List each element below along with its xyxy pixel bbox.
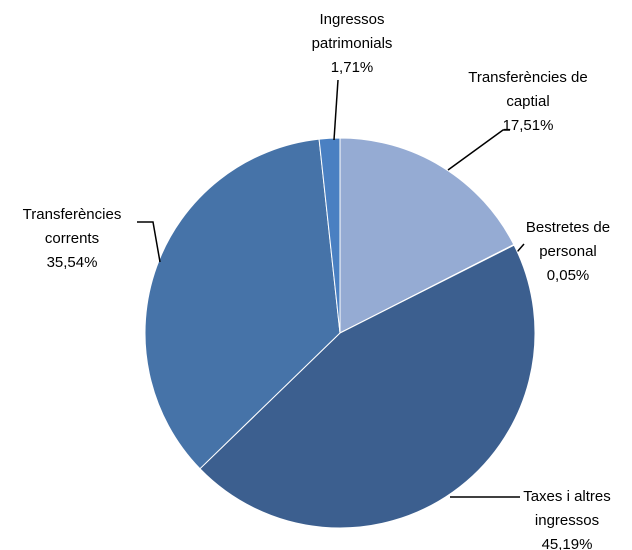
- pie-slice: [144, 138, 341, 470]
- pie-slice: [339, 137, 515, 334]
- value-label: 0,05%: [546, 267, 590, 284]
- slice-label: Bestretes de personal 0,05%: [513, 216, 623, 288]
- category-name: Ingressos patrimonials: [311, 11, 393, 52]
- pie-slice: [199, 244, 536, 529]
- slice-label: Transferències corrents 35,54%: [10, 203, 134, 275]
- category-name: Bestretes de personal: [525, 219, 611, 260]
- value-label: 1,71%: [330, 59, 374, 76]
- leader-line: [137, 221, 161, 263]
- leader-line: [333, 79, 339, 141]
- slice-label: Taxes i altres ingressos 45,19%: [512, 485, 622, 550]
- category-name: Transferències corrents: [22, 206, 122, 247]
- leader-line: [516, 243, 525, 253]
- value-label: 35,54%: [46, 254, 98, 271]
- category-name: Taxes i altres ingressos: [523, 488, 611, 529]
- category-name: Transferències de captial: [468, 69, 588, 110]
- leader-line: [447, 129, 510, 171]
- value-label: 45,19%: [541, 536, 593, 550]
- value-label: 17,51%: [502, 117, 554, 134]
- slice-label: Ingressos patrimonials 1,71%: [302, 8, 402, 80]
- slice-label: Transferències de captial 17,51%: [468, 66, 588, 138]
- pie-slice: [318, 137, 341, 334]
